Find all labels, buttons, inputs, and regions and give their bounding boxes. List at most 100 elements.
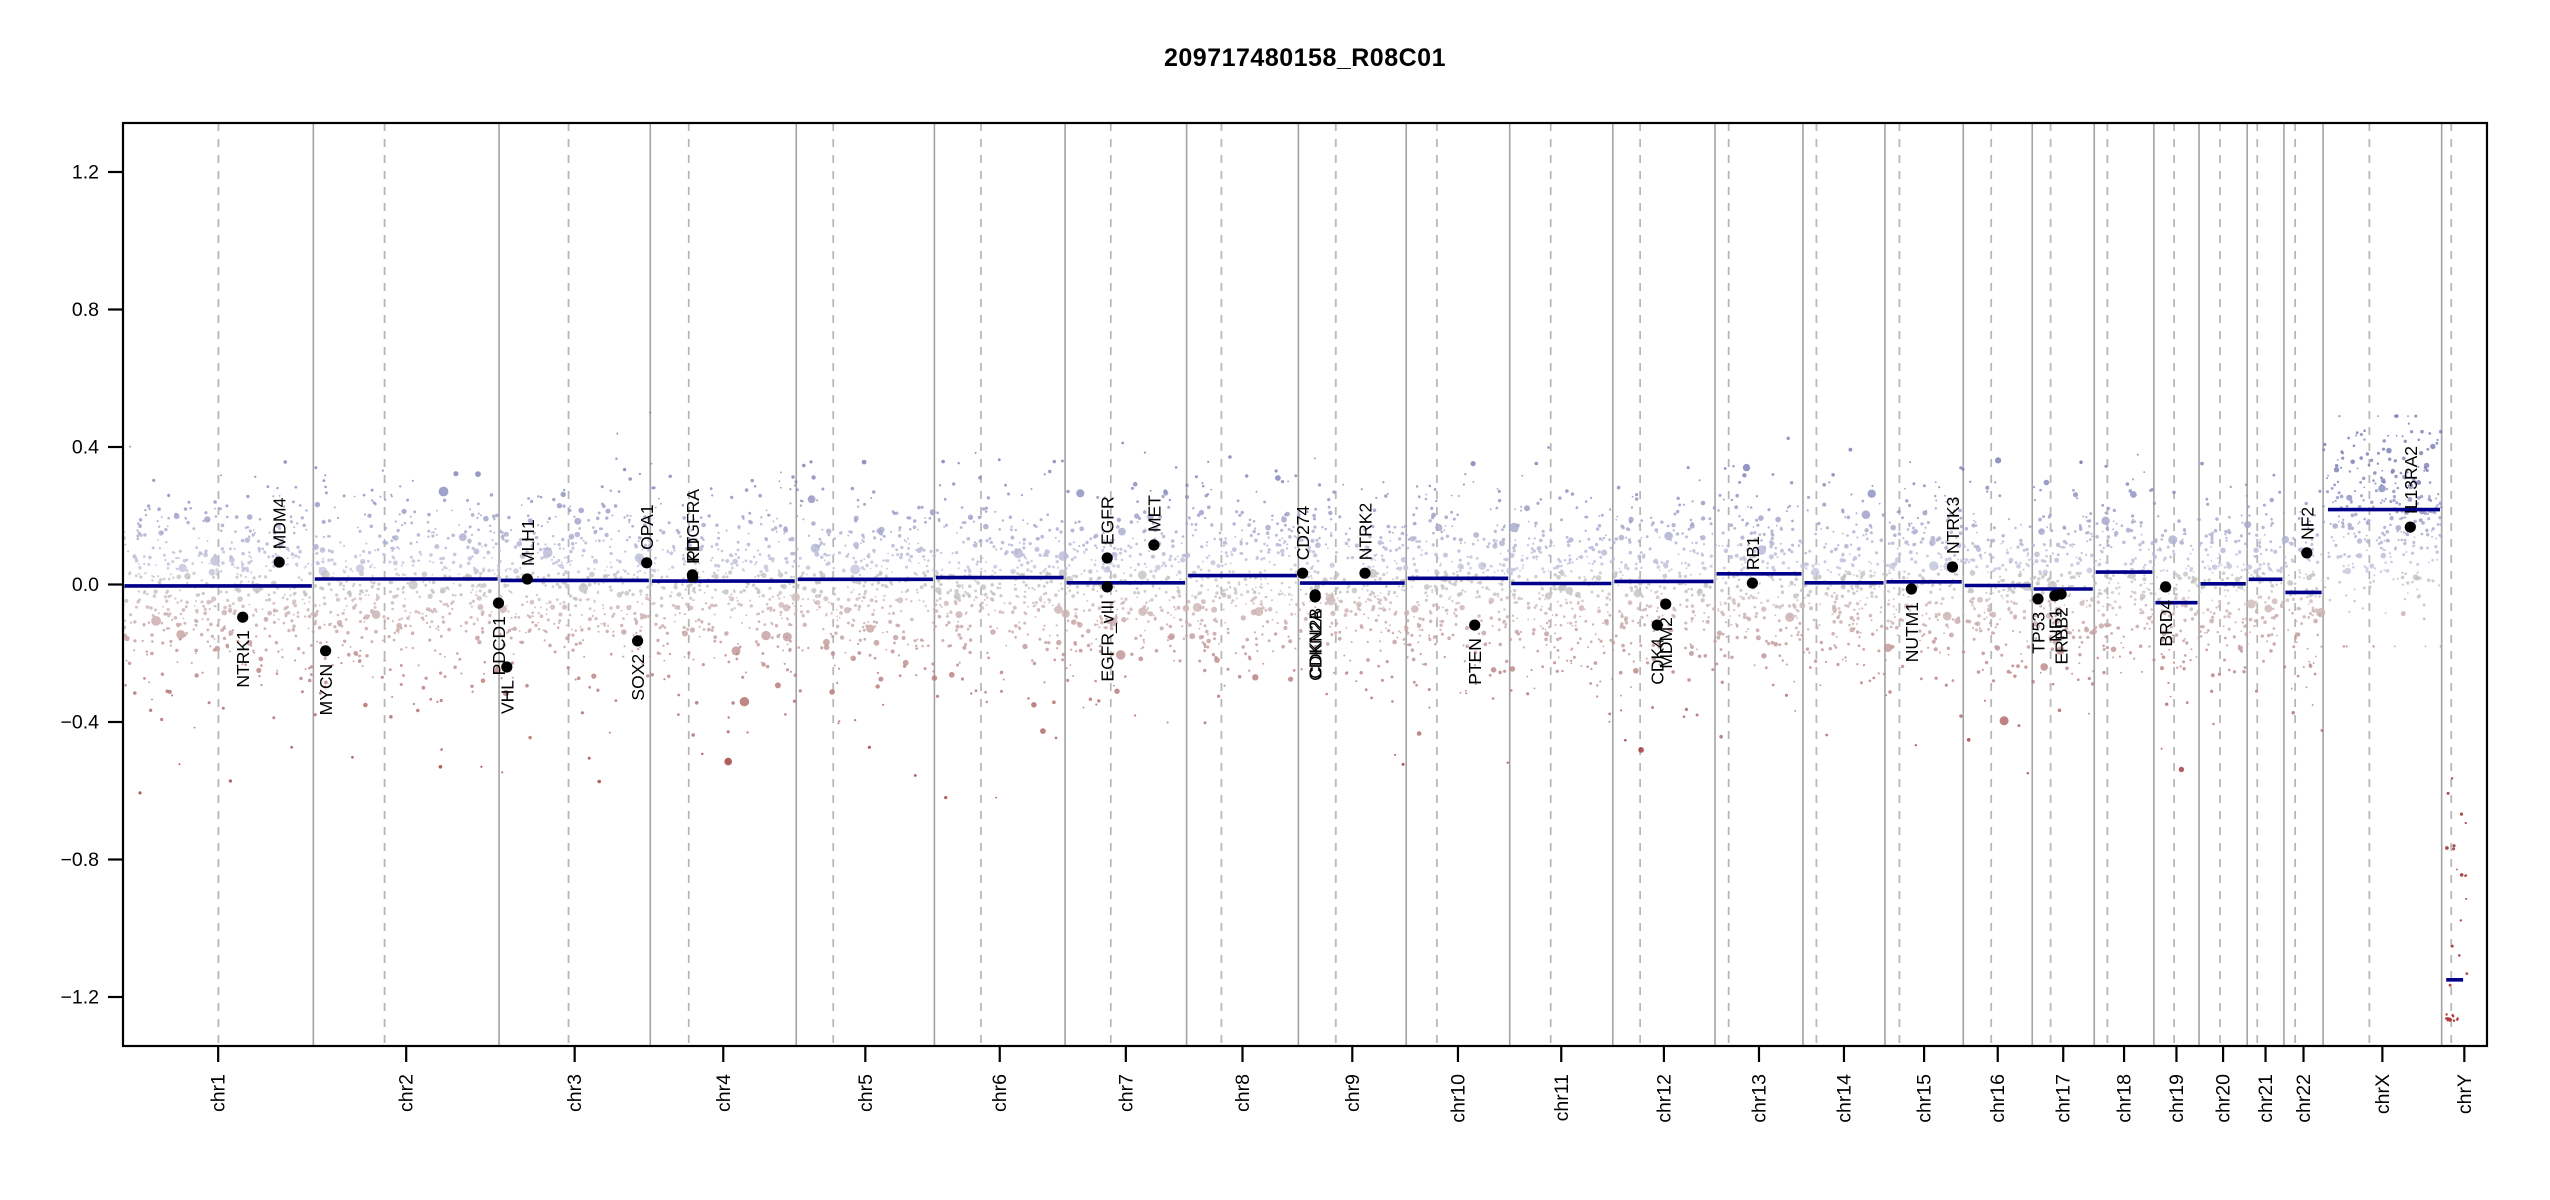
- data-point: [1151, 554, 1156, 559]
- data-point: [1393, 590, 1397, 595]
- data-point: [539, 614, 544, 618]
- data-point: [737, 602, 741, 606]
- data-point: [1851, 564, 1855, 568]
- data-point: [1491, 697, 1495, 700]
- data-point: [736, 599, 739, 602]
- data-point: [1228, 570, 1231, 573]
- data-point: [1871, 633, 1875, 636]
- data-point: [895, 548, 899, 552]
- data-point: [663, 626, 667, 629]
- data-point: [1454, 614, 1458, 618]
- data-point: [931, 662, 935, 666]
- data-point: [1354, 543, 1359, 548]
- data-point: [1375, 575, 1378, 578]
- data-point: [1871, 484, 1874, 487]
- data-point: [314, 619, 317, 623]
- data-point: [1403, 589, 1406, 592]
- data-point: [307, 562, 310, 565]
- data-point: [333, 506, 336, 509]
- data-point: [545, 613, 548, 616]
- data-point: [1442, 585, 1445, 588]
- data-point: [1306, 613, 1309, 615]
- data-point: [1190, 523, 1194, 526]
- data-point: [134, 574, 138, 578]
- data-point: [1288, 603, 1291, 606]
- data-point: [1758, 582, 1762, 585]
- data-point: [1199, 622, 1202, 626]
- data-point: [1655, 561, 1659, 565]
- data-point: [778, 570, 781, 574]
- data-point: [545, 608, 548, 611]
- data-point: [1721, 632, 1725, 636]
- data-point: [1155, 564, 1161, 571]
- data-point: [1628, 540, 1632, 544]
- data-point: [396, 546, 399, 549]
- data-point: [1540, 587, 1545, 591]
- data-point: [916, 638, 919, 641]
- data-point: [1605, 534, 1608, 537]
- data-point: [1234, 604, 1237, 608]
- data-point: [540, 556, 544, 560]
- data-point: [1278, 543, 1282, 547]
- data-point: [1826, 586, 1830, 591]
- data-point: [666, 549, 669, 552]
- data-point: [414, 610, 418, 614]
- data-point: [830, 602, 833, 605]
- data-point: [656, 651, 660, 655]
- data-point: [1285, 511, 1290, 517]
- data-point: [1729, 523, 1734, 527]
- data-point: [475, 471, 481, 477]
- data-point: [1111, 552, 1116, 556]
- data-point: [1422, 663, 1424, 666]
- data-point: [1785, 626, 1788, 630]
- data-point: [918, 599, 921, 602]
- data-point: [1681, 532, 1684, 535]
- data-point: [493, 517, 496, 521]
- data-point: [813, 575, 816, 577]
- data-point: [1739, 588, 1743, 592]
- data-point: [1094, 533, 1099, 538]
- data-point: [611, 514, 614, 517]
- data-point: [709, 487, 713, 490]
- data-point: [1243, 577, 1248, 581]
- data-point: [1877, 672, 1880, 675]
- data-point: [1034, 604, 1037, 607]
- data-point: [1040, 534, 1044, 539]
- data-point: [290, 552, 295, 556]
- data-point: [1861, 499, 1865, 503]
- data-point: [1202, 579, 1204, 581]
- data-point: [1780, 590, 1785, 595]
- data-point: [1549, 528, 1553, 532]
- data-point: [171, 560, 175, 564]
- data-point: [267, 597, 272, 602]
- data-point: [278, 527, 282, 530]
- data-point: [1575, 506, 1579, 510]
- data-point: [1263, 500, 1266, 504]
- data-point: [365, 654, 369, 658]
- data-point: [735, 657, 739, 661]
- data-point: [1622, 648, 1626, 653]
- data-point: [272, 716, 276, 720]
- data-point: [1798, 638, 1802, 641]
- data-point: [1231, 547, 1237, 552]
- data-point: [676, 593, 679, 597]
- data-point: [1565, 601, 1569, 605]
- data-point: [697, 584, 701, 588]
- data-point: [404, 574, 407, 576]
- data-point: [816, 544, 821, 548]
- data-point: [1513, 543, 1518, 548]
- data-point: [1723, 654, 1727, 658]
- data-point: [571, 648, 575, 652]
- data-point: [1225, 554, 1229, 558]
- data-point: [907, 643, 910, 646]
- data-point: [719, 640, 723, 644]
- data-point: [138, 518, 143, 522]
- data-point: [250, 556, 253, 559]
- data-point: [668, 568, 671, 571]
- data-point: [1570, 570, 1573, 573]
- data-point: [1154, 649, 1159, 653]
- data-point: [1048, 599, 1052, 602]
- data-point: [489, 530, 492, 533]
- data-point: [1142, 604, 1147, 609]
- data-point: [1787, 566, 1791, 570]
